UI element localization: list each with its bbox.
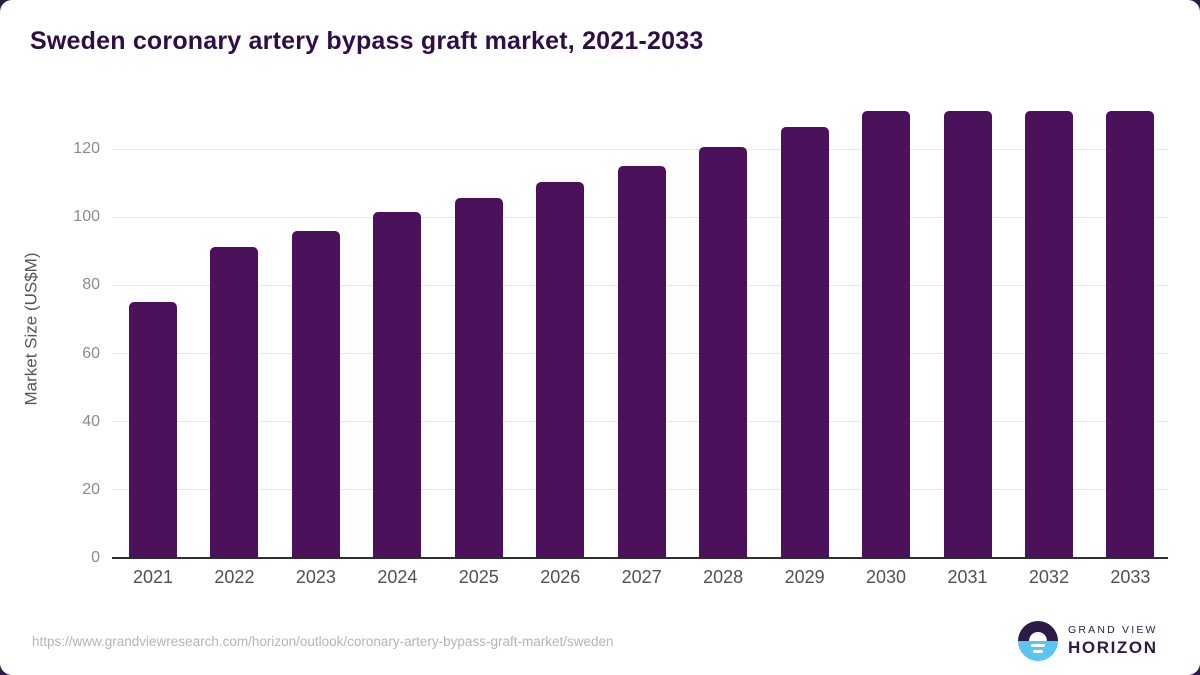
x-tick-label: 2023 bbox=[295, 567, 336, 587]
bar-2023 bbox=[291, 230, 340, 558]
chart-title: Sweden coronary artery bypass graft mark… bbox=[30, 27, 704, 55]
bar-2033 bbox=[1106, 111, 1155, 558]
logo-reflection-line-1 bbox=[1031, 644, 1045, 647]
logo-sky-half bbox=[1018, 621, 1058, 641]
bar-2030 bbox=[862, 110, 911, 558]
x-tick-label: 2030 bbox=[866, 567, 907, 587]
y-tick-label: 120 bbox=[73, 140, 100, 158]
logo-text: GRAND VIEW HORIZON bbox=[1068, 624, 1158, 658]
bar-2025 bbox=[454, 198, 503, 558]
logo-product-line: HORIZON bbox=[1068, 638, 1158, 657]
sunrise-horizon-icon bbox=[1018, 621, 1058, 661]
bar-2022 bbox=[210, 246, 259, 558]
logo-reflection-line-2 bbox=[1033, 650, 1043, 653]
y-tick-label: 0 bbox=[91, 549, 100, 566]
bar-2032 bbox=[1024, 110, 1073, 558]
y-tick-label: 80 bbox=[82, 276, 100, 294]
plot-area bbox=[112, 100, 1168, 559]
bar-2028 bbox=[699, 147, 748, 558]
gridline bbox=[112, 148, 1168, 150]
grand-view-horizon-logo: GRAND VIEW HORIZON bbox=[1018, 621, 1158, 661]
x-axis-labels: 2021 2022 2023 2024 2025 2026 2027 2028 2029 2030… bbox=[112, 567, 1168, 593]
y-tick-label: 100 bbox=[73, 208, 100, 226]
x-tick-label: 2026 bbox=[540, 567, 581, 587]
x-tick-label: 2024 bbox=[377, 567, 418, 587]
x-tick-label: 2031 bbox=[947, 567, 988, 587]
x-tick-label: 2027 bbox=[621, 567, 662, 587]
x-tick-label: 2032 bbox=[1028, 567, 1069, 587]
x-tick-label: 2021 bbox=[132, 567, 174, 587]
x-axis-line bbox=[112, 557, 1168, 559]
y-tick-label: 60 bbox=[82, 344, 100, 362]
x-tick-label: 2033 bbox=[1110, 567, 1151, 587]
x-tick-label: 2029 bbox=[784, 567, 825, 587]
y-tick-label: 20 bbox=[82, 480, 100, 498]
x-tick-label: 2025 bbox=[458, 567, 499, 587]
bar-2026 bbox=[536, 181, 585, 558]
y-tick-label: 40 bbox=[82, 412, 100, 430]
source-url: https://www.grandviewresearch.com/horizo… bbox=[32, 634, 614, 649]
logo-sun-shape bbox=[1029, 632, 1047, 641]
logo-brand-line: GRAND VIEW bbox=[1068, 624, 1158, 636]
y-axis-ticks: 0 20 40 60 80 100 120 bbox=[0, 100, 100, 566]
bar-2031 bbox=[943, 111, 992, 558]
bar-2027 bbox=[617, 165, 666, 558]
x-tick-label: 2022 bbox=[214, 567, 255, 587]
bar-2029 bbox=[780, 127, 829, 558]
x-tick-label: 2028 bbox=[703, 567, 744, 587]
bar-2024 bbox=[373, 212, 422, 558]
bar-2021 bbox=[129, 301, 177, 558]
